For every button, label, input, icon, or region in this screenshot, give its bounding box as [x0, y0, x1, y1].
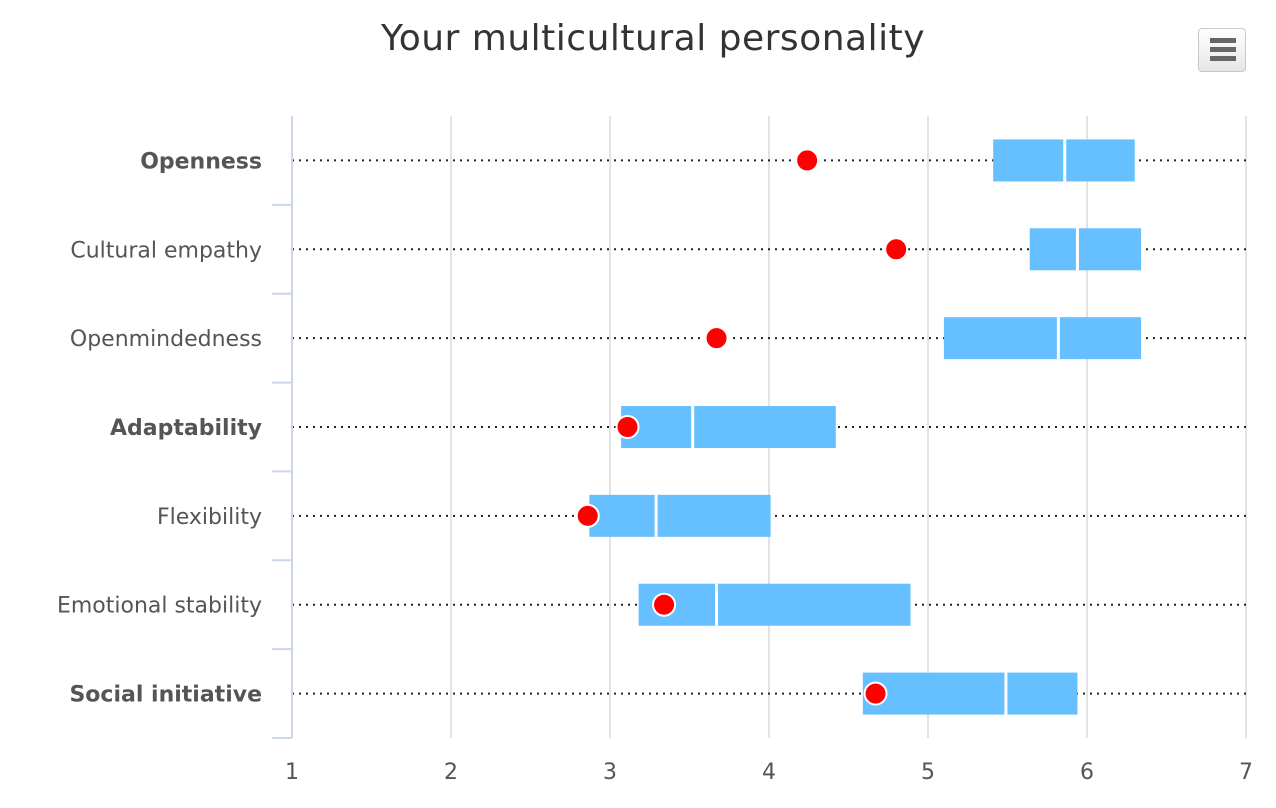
score-point: [615, 415, 640, 439]
score-point: [863, 681, 888, 706]
score-points: [575, 148, 909, 706]
category-label: Openness: [140, 149, 262, 174]
range-box: [1029, 228, 1142, 271]
category-label: Social initiative: [69, 683, 262, 708]
score-point: [652, 592, 677, 617]
score-point: [575, 503, 600, 528]
category-label: Adaptability: [110, 416, 262, 441]
category-label: Openmindedness: [70, 327, 262, 352]
x-tick-label-6: 6: [1080, 760, 1094, 785]
hamburger-menu-icon: [1210, 38, 1236, 43]
range-boxes: [589, 139, 1142, 715]
axes: [272, 116, 293, 739]
chart-title: Your multicultural personality: [380, 18, 926, 59]
axis-labels: 1 2 3 4 5 6 7 Openness Cultural empathy Openminde…: [57, 149, 1253, 785]
range-box: [621, 406, 836, 448]
x-tick-label-1: 1: [285, 760, 299, 785]
x-tick-label-2: 2: [444, 760, 458, 785]
chart-context-menu-button[interactable]: [1198, 28, 1246, 72]
category-label: Emotional stability: [57, 594, 262, 619]
range-box: [638, 583, 911, 626]
x-tick-label-7: 7: [1239, 760, 1253, 785]
category-label: Cultural empathy: [70, 238, 262, 263]
x-tick-label-4: 4: [762, 760, 776, 785]
range-box: [862, 672, 1078, 715]
range-box: [589, 494, 771, 537]
score-point: [704, 326, 729, 351]
x-tick-label-5: 5: [921, 760, 935, 785]
score-point: [795, 148, 820, 173]
score-point: [884, 237, 909, 262]
range-box: [943, 317, 1142, 360]
x-tick-label-3: 3: [603, 760, 617, 785]
category-label: Flexibility: [157, 505, 262, 530]
